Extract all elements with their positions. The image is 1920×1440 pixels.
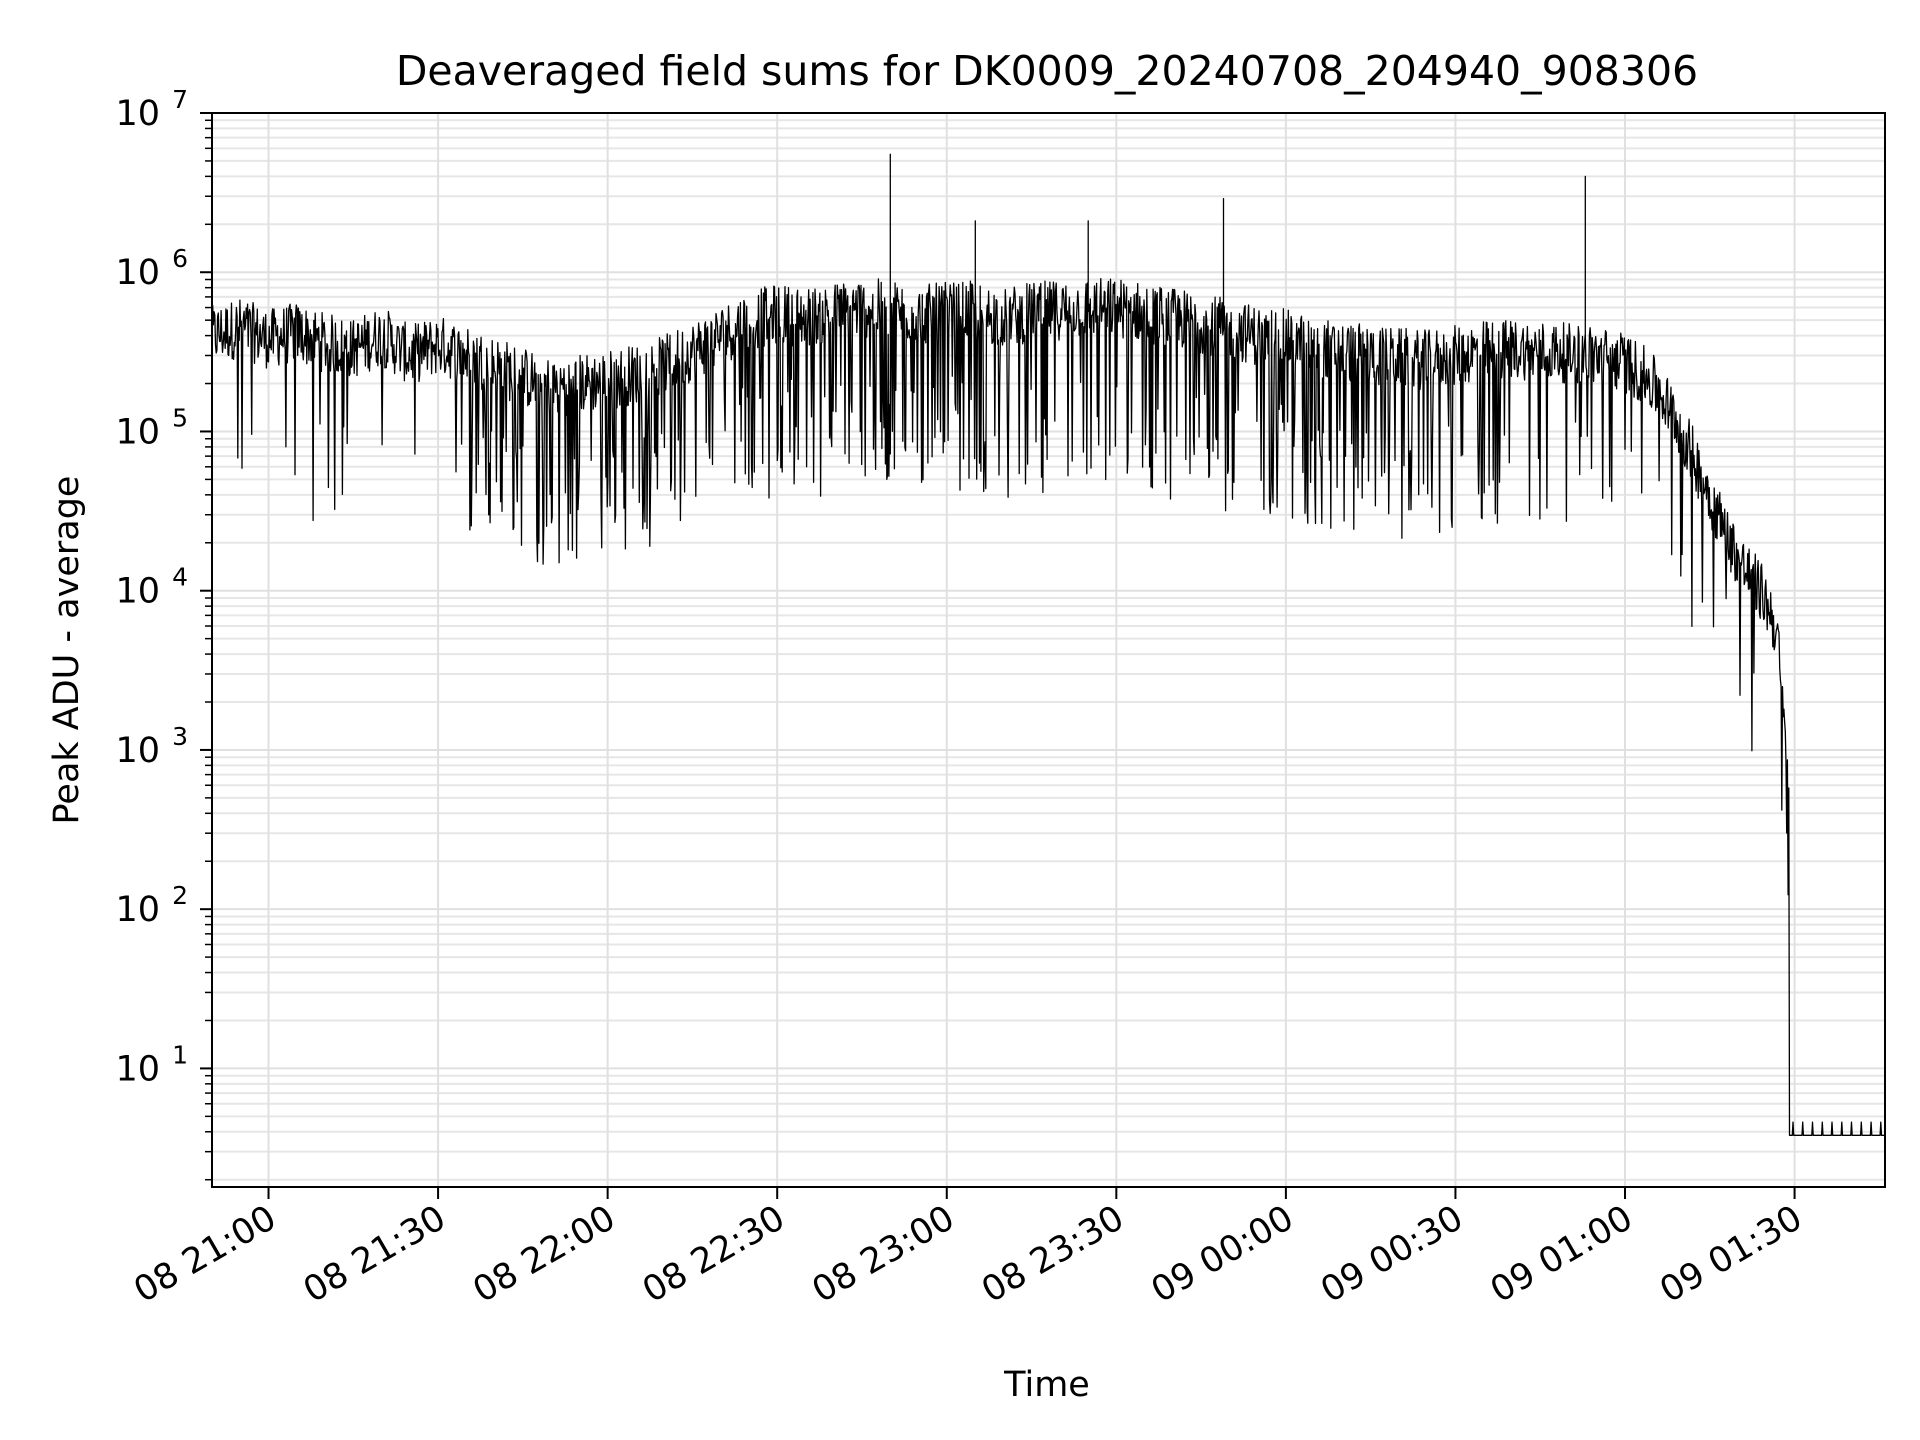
y-tick-label-base: 10 [115,253,160,293]
y-tick-label-exponent: 3 [172,722,188,751]
y-tick-label-exponent: 5 [172,403,188,432]
chart-title: Deaveraged field sums for DK0009_2024070… [396,47,1698,95]
y-tick-label-exponent: 7 [172,85,188,114]
y-tick-label: 10 [115,94,160,134]
y-tick-label-base: 10 [115,412,160,452]
y-tick-label: 10 [115,572,160,612]
y-tick-label-base: 10 [115,572,160,612]
y-tick-label-base: 10 [115,731,160,771]
x-axis-label: Time [1003,1365,1090,1405]
y-axis: 10 1 10 2 10 3 10 4 10 5 10 6 10 7 [115,85,212,1181]
y-tick-label: 10 [115,412,160,452]
series-line [212,153,1885,1136]
y-axis-label: Peak ADU - average [47,476,87,825]
y-tick-label-base: 10 [115,1049,160,1089]
y-tick-label: 10 [115,731,160,771]
y-tick-label-exponent: 4 [172,563,188,592]
major-grid [212,112,1885,1187]
y-tick-label: 10 [115,1049,160,1089]
y-tick-label-exponent: 2 [172,881,188,910]
y-tick-label-exponent: 1 [172,1040,188,1069]
y-tick-label-base: 10 [115,94,160,134]
y-tick-label: 10 [115,890,160,930]
y-tick-label-base: 10 [115,890,160,930]
plot-area [212,153,1885,1136]
y-tick-label-exponent: 6 [172,244,188,273]
plot-frame [211,112,1886,1188]
minor-grid [212,119,1885,1181]
y-tick-label: 10 [115,253,160,293]
